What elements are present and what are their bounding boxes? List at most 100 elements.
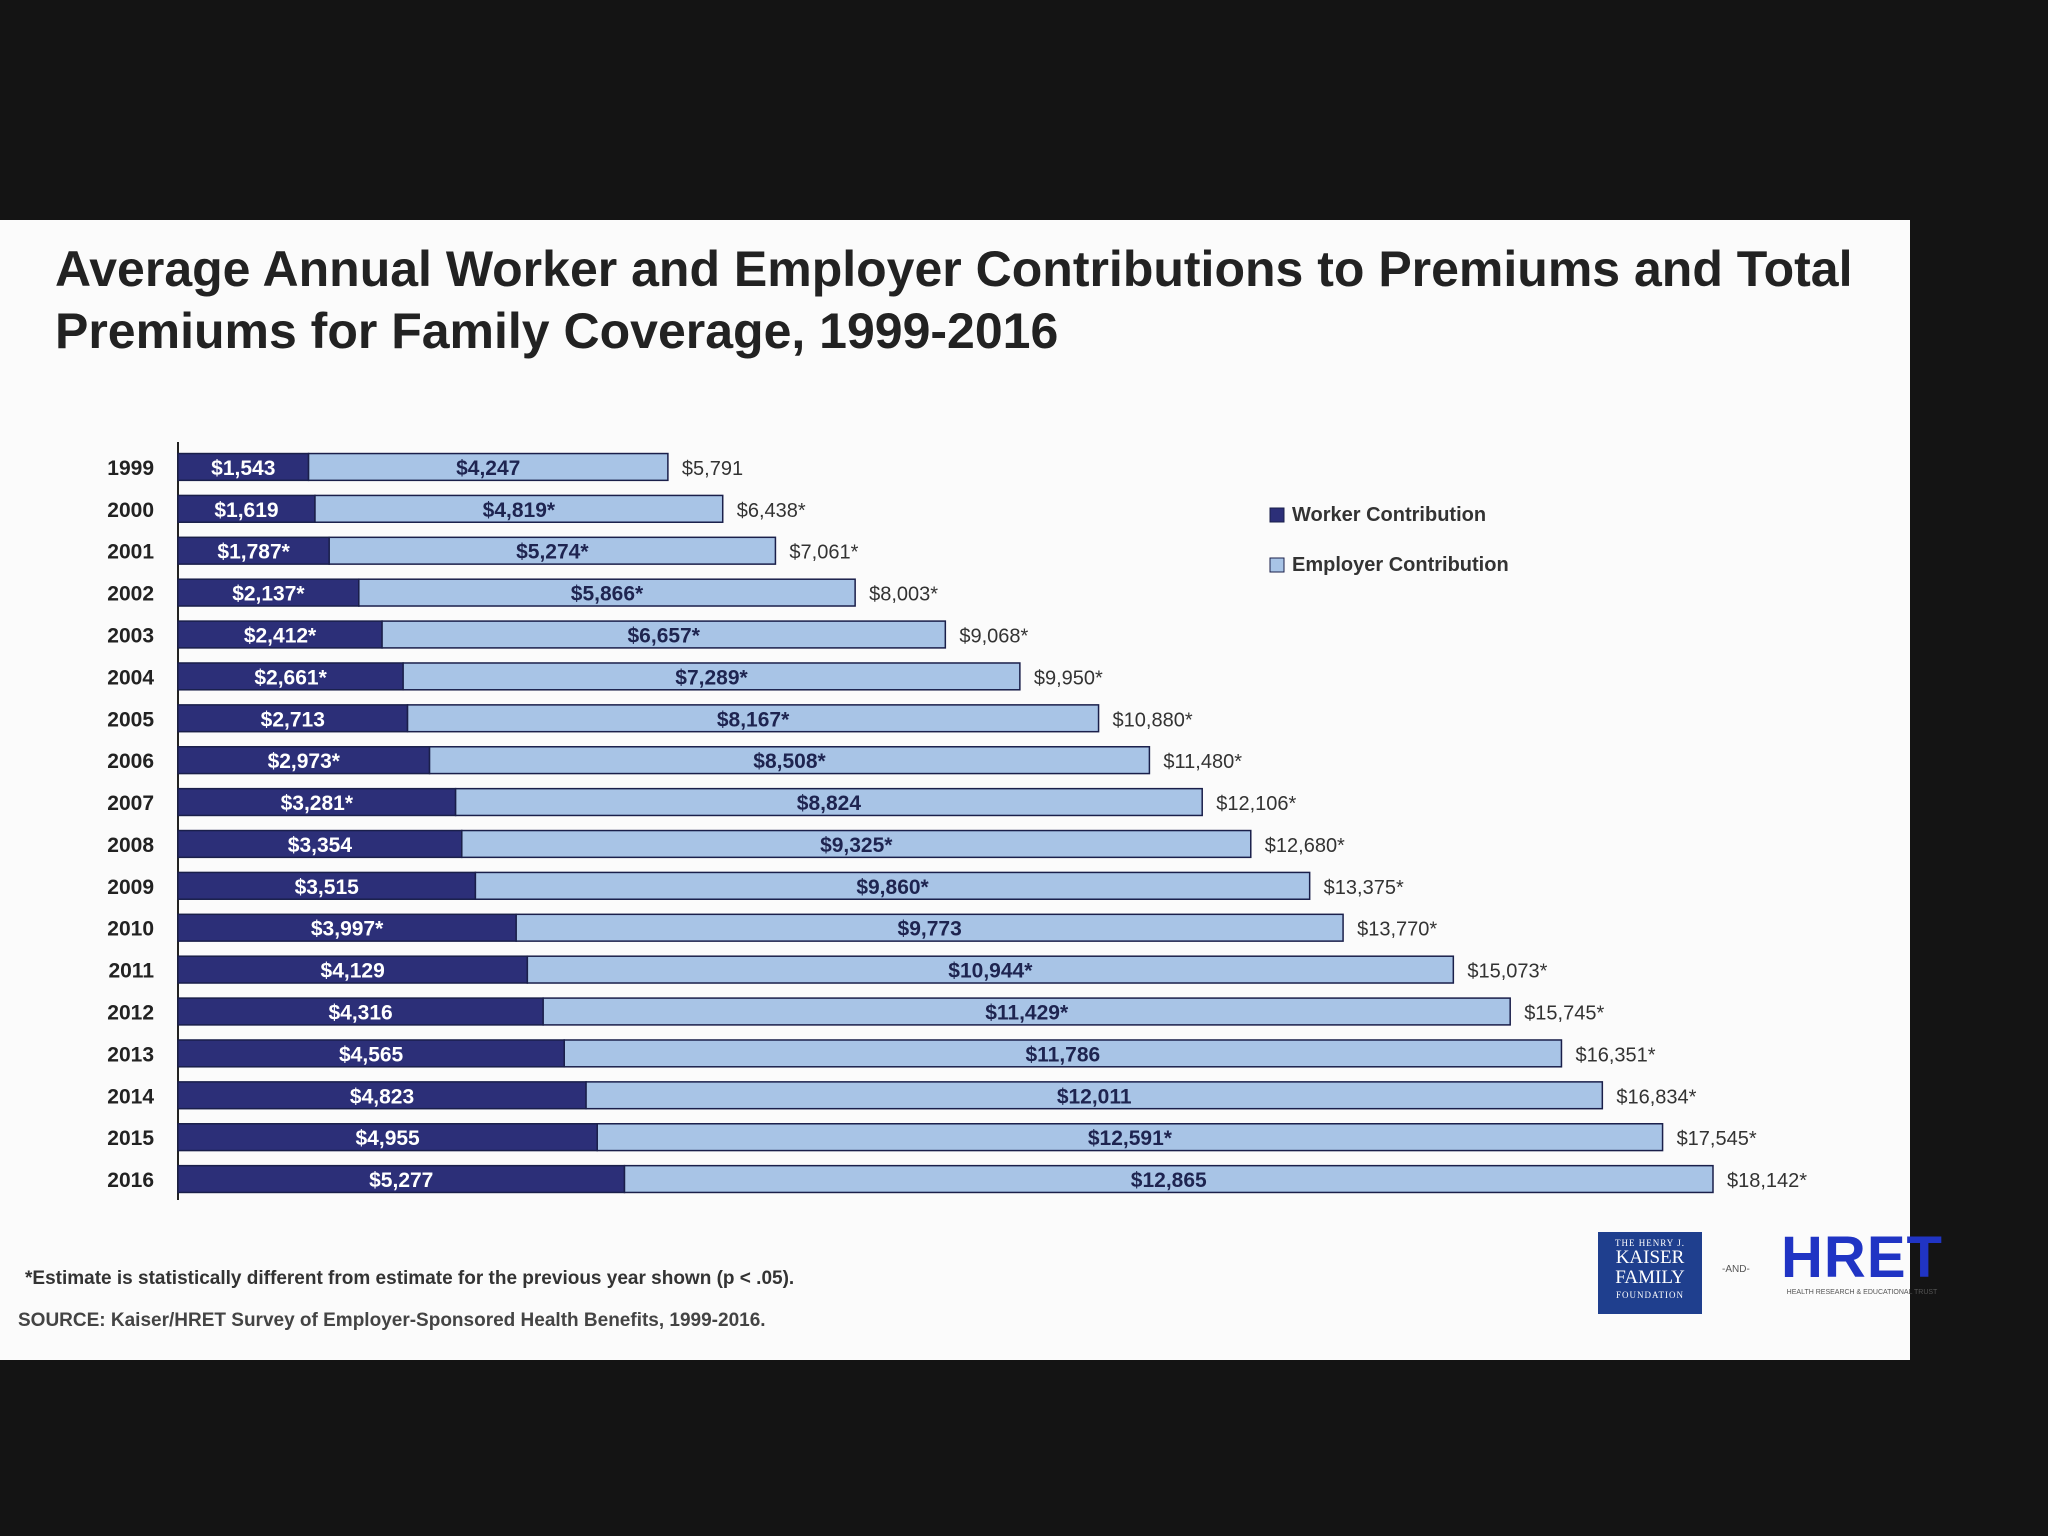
worker-value-label: $4,316 (328, 1002, 392, 1025)
worker-contribution-bar (177, 871, 477, 900)
total-premium-label: $13,375* (1324, 877, 1404, 899)
employer-contribution-bar (563, 1039, 1563, 1068)
employer-value-label: $6,657* (628, 625, 701, 648)
kff-logo-line2: FAMILY (1615, 1267, 1685, 1288)
y-tick-label: 2009 (107, 876, 154, 899)
employer-value-label: $8,824 (797, 792, 862, 815)
employer-value-label: $12,865 (1131, 1169, 1207, 1192)
worker-value-label: $3,354 (288, 834, 353, 857)
hret-logo: HRET HEALTH RESEARCH & EDUCATIONAL TRUST (1768, 1228, 1956, 1297)
employer-value-label: $4,247 (456, 457, 520, 480)
y-tick-label: 2016 (107, 1169, 154, 1192)
total-premium-label: $9,068* (959, 626, 1028, 648)
employer-contribution-bar (402, 662, 1021, 691)
kff-logo-small-text: THE HENRY J. (1615, 1238, 1685, 1248)
y-tick-label: 2012 (107, 1002, 154, 1025)
y-tick-label: 2015 (107, 1127, 154, 1150)
worker-value-label: $3,997* (311, 918, 384, 941)
worker-value-label: $2,973* (268, 750, 341, 773)
worker-contribution-bar (177, 536, 330, 565)
employer-contribution-bar (474, 871, 1311, 900)
y-tick-label: 2004 (107, 666, 154, 689)
worker-contribution-bar (177, 955, 529, 984)
worker-contribution-bar (177, 704, 409, 733)
worker-value-label: $1,619 (214, 499, 278, 522)
employer-contribution-bar (428, 746, 1151, 775)
kff-logo-small-text-2: FOUNDATION (1616, 1290, 1684, 1300)
worker-value-label: $3,281* (281, 792, 354, 815)
hret-logo-tagline: HEALTH RESEARCH & EDUCATIONAL TRUST (1786, 1289, 1938, 1296)
employer-contribution-bar (406, 704, 1100, 733)
employer-contribution-bar (314, 494, 724, 523)
y-tick-label: 2006 (107, 750, 154, 773)
employer-contribution-bar (454, 787, 1203, 817)
worker-value-label: $2,713 (261, 708, 325, 731)
worker-value-label: $1,543 (211, 457, 275, 480)
total-premium-label: $17,545* (1677, 1128, 1757, 1150)
source-note: SOURCE: Kaiser/HRET Survey of Employer-S… (18, 1310, 766, 1331)
employer-contribution-bar (461, 829, 1252, 859)
total-premium-label: $12,680* (1265, 835, 1345, 857)
kaiser-family-foundation-logo: THE HENRY J. KAISER FAMILY FOUNDATION (1598, 1232, 1702, 1314)
employer-value-label: $8,508* (753, 750, 826, 773)
employer-contribution-bar (328, 536, 777, 565)
y-tick-label: 2003 (107, 625, 154, 648)
employer-value-label: $9,773 (898, 918, 962, 941)
worker-contribution-bar (177, 1039, 565, 1068)
worker-value-label: $4,565 (339, 1043, 404, 1066)
employer-value-label: $7,289* (675, 666, 748, 689)
employer-contribution-bar (596, 1123, 1664, 1152)
employer-contribution-bar (623, 1164, 1714, 1194)
total-premium-label: $13,770* (1357, 919, 1437, 941)
y-tick-label: 2011 (108, 960, 154, 983)
legend-label-worker: Worker Contribution (1292, 504, 1486, 526)
worker-contribution-bar (177, 1123, 598, 1152)
worker-contribution-bar (177, 494, 316, 523)
y-tick-label: 2014 (107, 1085, 154, 1108)
employer-value-label: $5,866* (571, 583, 644, 606)
y-tick-label: 2008 (107, 834, 154, 857)
worker-value-label: $4,129 (321, 960, 385, 983)
employer-value-label: $8,167* (717, 708, 790, 731)
worker-contribution-bar (177, 578, 360, 607)
hret-logo-word: HRET (1781, 1225, 1943, 1290)
worker-contribution-bar (177, 997, 544, 1026)
logo-and-separator: -AND- (1722, 1264, 1750, 1275)
y-tick-label: 2007 (107, 792, 154, 815)
y-tick-label: 2013 (107, 1043, 154, 1066)
employer-contribution-bar (358, 578, 856, 607)
total-premium-label: $18,142* (1727, 1170, 1807, 1192)
worker-value-label: $2,412* (244, 625, 317, 648)
total-premium-label: $16,834* (1616, 1086, 1696, 1108)
employer-contribution-bar (585, 1081, 1604, 1110)
total-premium-label: $10,880* (1113, 709, 1193, 731)
employer-value-label: $4,819* (483, 499, 556, 522)
employer-contribution-bar (542, 997, 1511, 1026)
worker-contribution-bar (177, 662, 404, 691)
employer-value-label: $5,274* (516, 541, 589, 564)
y-tick-label: 2002 (107, 583, 154, 606)
worker-value-label: $3,515 (295, 876, 360, 899)
worker-value-label: $2,661* (254, 666, 327, 689)
total-premium-label: $16,351* (1575, 1044, 1655, 1066)
worker-contribution-bar (177, 787, 457, 817)
employer-contribution-bar (515, 913, 1344, 942)
y-tick-label: 2001 (107, 541, 154, 564)
total-premium-label: $9,950* (1034, 667, 1103, 689)
total-premium-label: $15,073* (1467, 961, 1547, 983)
total-premium-label: $12,106* (1216, 793, 1296, 815)
kff-logo-line1: KAISER (1615, 1247, 1685, 1268)
total-premium-label: $6,438* (737, 500, 806, 522)
employer-value-label: $9,860* (856, 876, 929, 899)
legend-swatch-employer (1269, 557, 1285, 573)
worker-value-label: $5,277 (369, 1169, 433, 1192)
chart-title: Average Annual Worker and Employer Contr… (55, 241, 1853, 359)
worker-value-label: $4,955 (356, 1127, 421, 1150)
worker-contribution-bar (177, 829, 463, 859)
y-tick-label: 2005 (107, 708, 154, 731)
worker-value-label: $2,137* (232, 583, 305, 606)
legend-swatch-worker (1269, 507, 1285, 523)
worker-contribution-bar (177, 746, 431, 775)
total-premium-label: $7,061* (789, 542, 858, 564)
